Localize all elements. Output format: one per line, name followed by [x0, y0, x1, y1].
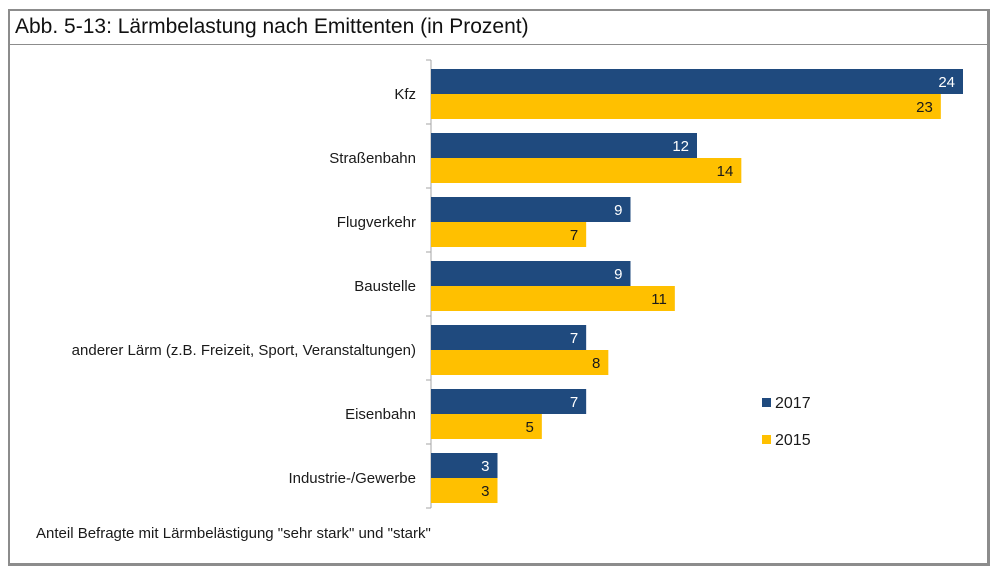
category-label: Eisenbahn: [345, 406, 416, 423]
category-label: anderer Lärm (z.B. Freizeit, Sport, Vera…: [72, 342, 416, 359]
data-label-2015: 14: [717, 163, 734, 180]
bar-2015: [431, 286, 675, 311]
data-label-2015: 7: [570, 227, 578, 244]
bar-2015: [431, 478, 498, 503]
data-label-2015: 8: [592, 355, 600, 372]
bar-2017: [431, 325, 587, 350]
category-label: Straßenbahn: [329, 150, 416, 167]
legend-label-2015: 2015: [775, 432, 811, 449]
legend-label-2017: 2017: [775, 395, 811, 412]
bar-2017: [431, 197, 631, 222]
category-label: Baustelle: [354, 278, 416, 295]
bar-2017: [431, 133, 697, 158]
category-label: Flugverkehr: [337, 214, 416, 231]
bar-2015: [431, 94, 941, 119]
data-label-2017: 9: [614, 266, 622, 283]
data-label-2015: 5: [525, 419, 533, 436]
bar-2017: [431, 261, 631, 286]
data-label-2017: 7: [570, 394, 578, 411]
bar-2015: [431, 158, 742, 183]
chart-title: Abb. 5-13: Lärmbelastung nach Emittenten…: [15, 15, 529, 38]
data-label-2017: 24: [938, 74, 955, 91]
bar-2015: [431, 222, 587, 247]
bar-2017: [431, 69, 963, 94]
chart-footnote: Anteil Befragte mit Lärmbelästigung "seh…: [36, 525, 431, 542]
bar-2017: [431, 389, 587, 414]
bar-2015: [431, 350, 609, 375]
category-label: Kfz: [394, 86, 416, 103]
legend-swatch-2015: [762, 435, 771, 444]
data-label-2017: 3: [481, 458, 489, 475]
bar-2017: [431, 453, 498, 478]
data-label-2015: 3: [481, 483, 489, 500]
data-label-2017: 9: [614, 202, 622, 219]
data-label-2017: 7: [570, 330, 578, 347]
data-label-2015: 23: [916, 99, 933, 116]
bar-2015: [431, 414, 542, 439]
data-label-2017: 12: [672, 138, 689, 155]
category-label: Industrie-/Gewerbe: [288, 470, 416, 487]
title-bar: Abb. 5-13: Lärmbelastung nach Emittenten…: [10, 11, 987, 45]
legend-swatch-2017: [762, 398, 771, 407]
data-label-2015: 11: [651, 291, 667, 308]
